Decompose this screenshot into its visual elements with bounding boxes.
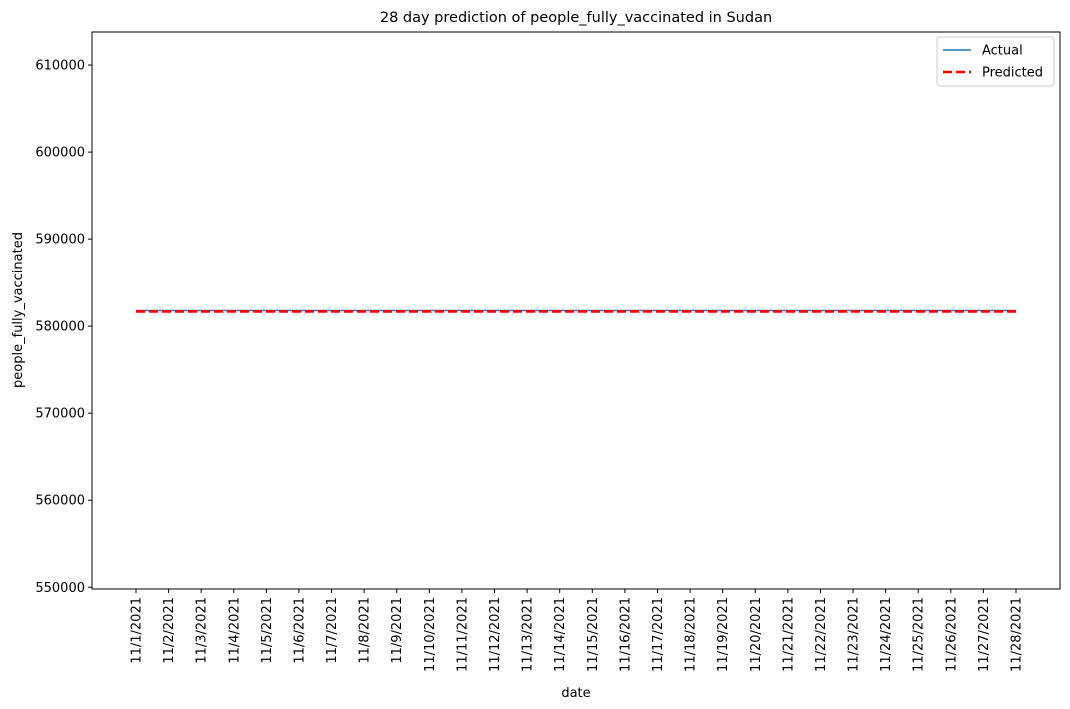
legend-label-predicted: Predicted	[982, 66, 1043, 81]
y-tick-label: 570000	[35, 407, 85, 422]
x-tick-label: 11/7/2021	[325, 597, 340, 664]
x-tick-label: 11/15/2021	[586, 597, 601, 672]
x-tick-label: 11/24/2021	[879, 597, 894, 672]
x-tick-label: 11/9/2021	[390, 597, 405, 664]
x-tick-label: 11/28/2021	[1010, 597, 1025, 672]
x-tick-label: 11/2/2021	[162, 597, 177, 664]
x-tick-label: 11/11/2021	[455, 597, 470, 672]
legend-label-actual: Actual	[982, 44, 1023, 59]
chart-title: 28 day prediction of people_fully_vaccin…	[380, 10, 772, 26]
y-tick-label: 590000	[35, 233, 85, 248]
y-tick-label: 560000	[35, 494, 85, 509]
x-tick-label: 11/5/2021	[260, 597, 275, 664]
y-tick-label: 600000	[35, 146, 85, 161]
x-tick-label: 11/13/2021	[521, 597, 536, 672]
x-axis: 11/1/2021 11/2/2021 11/3/2021 11/4/2021 11/5…	[130, 589, 1025, 672]
x-tick-label: 11/26/2021	[944, 597, 959, 672]
x-tick-label: 11/21/2021	[781, 597, 796, 672]
series-layer	[136, 309, 1016, 313]
x-tick-label: 11/19/2021	[716, 597, 731, 672]
y-axis-label: people_fully_vaccinated	[11, 232, 26, 388]
x-tick-label: 11/3/2021	[195, 597, 210, 664]
y-tick-label: 610000	[35, 59, 85, 74]
x-tick-label: 11/27/2021	[977, 597, 992, 672]
x-tick-label: 11/4/2021	[227, 597, 242, 664]
x-tick-label: 11/17/2021	[651, 597, 666, 672]
x-tick-label: 11/20/2021	[749, 597, 764, 672]
x-tick-label: 11/23/2021	[847, 597, 862, 672]
x-tick-label: 11/8/2021	[358, 597, 373, 664]
x-tick-label: 11/10/2021	[423, 597, 438, 672]
y-tick-label: 580000	[35, 320, 85, 335]
y-tick-label: 550000	[35, 581, 85, 596]
y-axis: 550000 560000 570000 580000 590000 600000 6100…	[35, 59, 92, 596]
x-tick-label: 11/22/2021	[814, 597, 829, 672]
plot-area-frame	[91, 31, 1061, 590]
x-tick-label: 11/25/2021	[912, 597, 927, 672]
x-tick-label: 11/14/2021	[553, 597, 568, 672]
x-tick-label: 11/16/2021	[618, 597, 633, 672]
x-tick-label: 11/18/2021	[684, 597, 699, 672]
legend: Actual Predicted	[936, 36, 1055, 87]
x-tick-label: 11/6/2021	[292, 597, 307, 664]
x-tick-label: 11/12/2021	[488, 597, 503, 672]
x-axis-label: date	[561, 686, 590, 701]
x-tick-label: 11/1/2021	[130, 597, 145, 664]
